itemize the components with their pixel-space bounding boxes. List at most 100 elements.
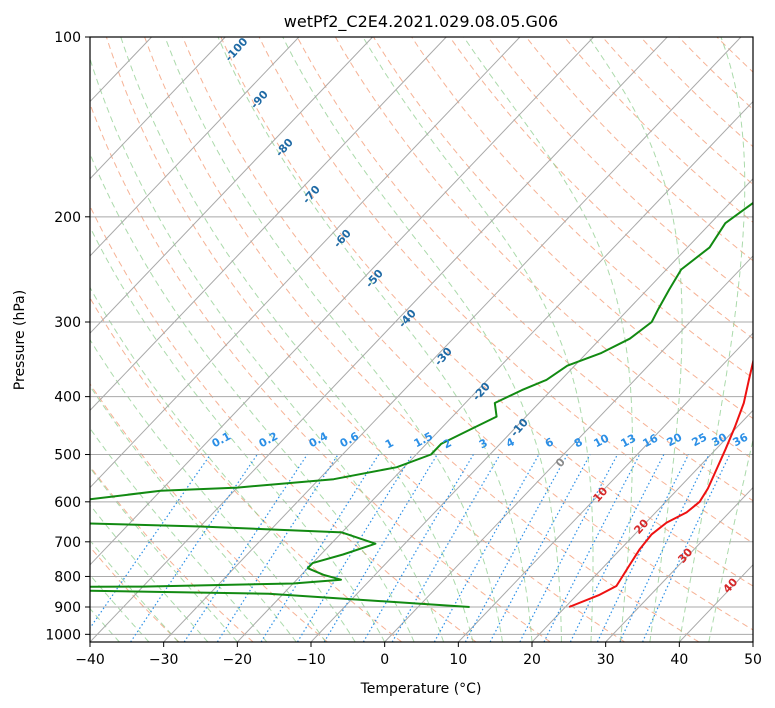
moist-adiabat-line (120, 37, 474, 642)
x-tick-label: 20 (523, 652, 541, 668)
dry-adiabat-line (144, 37, 700, 642)
x-tick-label: 50 (744, 652, 762, 668)
mixing-ratio-line (391, 454, 501, 642)
y-tick-label: 400 (54, 390, 81, 406)
isotherm-line (90, 37, 300, 257)
isotherm-line (605, 486, 753, 642)
mixing-ratio-label: 10 (592, 431, 612, 450)
mixing-ratio-line (596, 454, 690, 642)
moist-adiabat-line (708, 437, 753, 642)
mixing-ratio-label: 13 (619, 432, 639, 451)
isotherm-line (531, 409, 753, 642)
moist-adiabat-line (217, 37, 533, 642)
moist-adiabat-line (90, 338, 327, 642)
isotherm-line (236, 100, 753, 642)
isotherm-line (310, 178, 753, 642)
temperature-profile-line (568, 357, 753, 608)
moist-adiabat-line (164, 37, 503, 642)
moist-adiabat-line (90, 286, 356, 642)
mixing-ratio-lines (90, 454, 731, 642)
y-tick-label: 200 (54, 210, 81, 226)
isotherm-line (90, 37, 447, 412)
isotherm-line (0, 37, 4, 642)
dry-adiabat-line (90, 297, 403, 642)
isotherm-line (90, 37, 521, 489)
moist-adiabat-line (362, 37, 594, 642)
y-tick-label: 800 (54, 569, 81, 585)
mixing-ratio-label: 16 (641, 431, 661, 450)
moist-adiabat-line (463, 37, 633, 642)
mixing-ratio-line (323, 454, 438, 642)
isotherm-line (457, 332, 753, 642)
mixing-ratio-label: 25 (690, 431, 710, 450)
mixing-ratio-line (489, 454, 591, 642)
isobars (90, 37, 753, 635)
y-tick-label: 600 (54, 495, 81, 511)
x-tick-label: 30 (597, 652, 615, 668)
dry-adiabat-line (90, 205, 477, 642)
x-axis: −40 −30 −20 −10 0 10 20 30 40 50 (75, 642, 762, 668)
dry-adiabat-line (334, 37, 753, 460)
dry-adiabat-line (182, 37, 753, 631)
mixing-ratio-label: 20 (665, 430, 685, 449)
mixing-ratio-line (433, 454, 540, 642)
y-tick-label: 500 (54, 448, 81, 464)
mixing-ratio-line (362, 454, 474, 642)
dry-adiabat-line (258, 37, 753, 544)
moist-adiabat-line (90, 427, 268, 642)
dry-adiabat-line (411, 37, 753, 379)
dry-adiabat-line (90, 102, 551, 642)
mixing-ratio-line (464, 454, 568, 642)
moist-adiabat-line (90, 57, 445, 642)
x-tick-label: −10 (296, 652, 326, 668)
isotherm-line (163, 37, 742, 642)
x-tick-label: −30 (149, 652, 179, 668)
dewpoint-profile-line (90, 201, 753, 608)
y-tick-label: 700 (54, 535, 81, 551)
dry-adiabat-line (372, 37, 753, 420)
mixing-ratio-line (619, 454, 710, 642)
x-tick-label: −40 (75, 652, 105, 668)
chart-title: wetPf2_C2E4.2021.029.08.05.G06 (284, 12, 558, 32)
x-axis-label: Temperature (°C) (360, 681, 482, 697)
plot-frame (89, 36, 754, 643)
y-tick-label: 1000 (45, 627, 81, 643)
plot-background (90, 37, 753, 642)
moist-adiabats (90, 37, 753, 642)
dry-adiabat-line (487, 37, 753, 300)
series-layer (90, 201, 753, 608)
moist-adiabat-line (90, 226, 386, 642)
y-axis-label: Pressure (hPa) (12, 290, 28, 390)
mixing-ratio-label: 30 (710, 430, 730, 449)
moist-adiabat-line (678, 37, 746, 642)
dry-adiabats (90, 37, 753, 642)
isotherms (0, 37, 753, 642)
grid-layer (0, 37, 753, 642)
dry-adiabat-line (220, 37, 753, 587)
mixing-ratio-line (130, 454, 258, 642)
dry-adiabat-line (296, 37, 753, 502)
y-tick-label: 100 (54, 30, 81, 46)
isotherm-line (90, 37, 668, 642)
isotherm-line (90, 37, 594, 566)
isotherm-line (90, 37, 226, 180)
mixing-ratio-line (90, 454, 211, 630)
moist-adiabat-line (90, 466, 238, 642)
mixing-ratio-line (216, 454, 339, 642)
moist-adiabat-line (282, 37, 562, 642)
isotherm-line (384, 255, 753, 642)
y-axis: 100 200 300 400 500 600 700 800 900 1000 (45, 30, 90, 643)
dry-adiabat-line (449, 37, 753, 340)
mixing-ratio-line (183, 454, 308, 642)
dry-adiabat-line (90, 465, 254, 642)
x-tick-label: −20 (223, 652, 253, 668)
mixing-ratio-label: 36 (731, 430, 751, 449)
y-tick-label: 300 (54, 315, 81, 331)
moist-adiabat-line (588, 37, 683, 642)
dry-adiabat-line (105, 37, 625, 642)
x-tick-label: 10 (449, 652, 467, 668)
isotherm-line (90, 37, 373, 334)
mixing-ratio-line (642, 454, 731, 642)
y-tick-label: 900 (54, 600, 81, 616)
